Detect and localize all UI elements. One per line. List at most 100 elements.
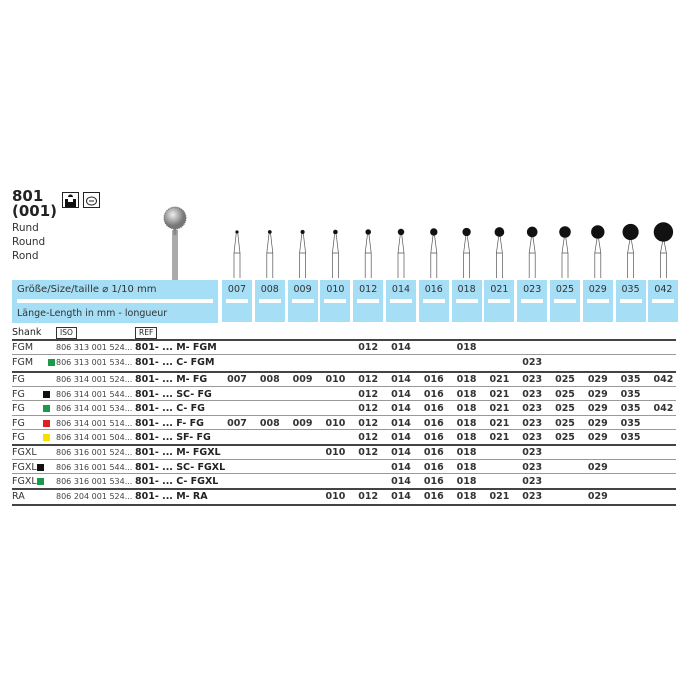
ref-number: 801- ... M- FG [135,374,208,385]
available-size: 018 [456,447,477,458]
iso-number: 806 314 001 544... [56,390,133,399]
size-value: 025 [555,284,575,295]
size-value: 035 [621,284,640,295]
available-size: 018 [456,342,477,353]
iso-number: 806 316 001 544... [56,463,133,472]
available-size: 021 [489,403,510,414]
bur-008 [266,230,274,278]
size-cell-035: 035 [615,280,646,322]
shank-type: FG [12,389,25,400]
available-size: 023 [522,476,543,487]
iso-number: 806 313 001 534... [56,358,133,367]
available-size: 035 [620,418,641,429]
available-size: 016 [423,476,444,487]
ref-number: 801- ... SF- FG [135,432,211,443]
available-size: 018 [456,476,477,487]
shank-type: FGXL [12,476,37,487]
available-size: 014 [391,374,411,385]
size-cell-012: 012 [353,280,384,322]
bur-007 [233,230,241,278]
bur-010 [332,229,339,278]
row-divider [12,429,676,430]
available-size: 016 [423,403,444,414]
available-size: 014 [391,403,411,414]
size-header: Größe/Size/taille ⌀ 1/10 mm Länge-Length… [12,280,218,323]
available-size: 016 [423,432,444,443]
size-bar [258,299,281,303]
row-divider [12,444,676,446]
available-size: 023 [522,447,543,458]
row-divider [12,354,676,355]
handpiece-icon [62,192,79,208]
shank-type: RA [12,491,25,502]
available-size: 018 [456,432,477,443]
product-title: 801 (001) [12,189,57,219]
size-bar [619,299,642,303]
available-size: 025 [555,389,575,400]
grit-marker-yellow [43,434,50,441]
available-size: 042 [653,403,674,414]
available-size: 029 [587,374,608,385]
table-row: FGM 806 313 001 534... 801- ... C- FGM 023 [12,356,676,370]
bur-illustrations [233,222,674,278]
iso-number: 806 314 001 524... [56,375,133,384]
available-size: 029 [587,403,608,414]
size-value: 023 [523,284,542,295]
available-size: 021 [489,491,510,502]
available-size: 016 [423,491,444,502]
available-size: 023 [522,491,543,502]
size-bar [422,299,445,303]
table-row: FGXL 806 316 001 534... 801- ... C- FGXL 01… [12,475,676,489]
grit-marker-green [43,405,50,412]
available-size: 016 [423,462,444,473]
available-size: 012 [358,491,379,502]
available-size: 008 [259,374,280,385]
grit-marker-black [37,464,44,471]
size-cell-042: 042 [648,280,679,322]
bur-009 [299,229,306,278]
ref-number: 801- ... C- FGXL [135,476,219,487]
bur-014 [397,228,405,278]
available-size: 029 [587,432,608,443]
available-size: 023 [522,374,543,385]
size-bar [488,299,511,303]
available-size: 029 [587,462,608,473]
bur-029 [591,225,605,278]
grit-marker-green [48,359,55,366]
size-bar [291,299,314,303]
available-size: 023 [522,462,543,473]
available-size: 012 [358,403,379,414]
size-cell-018: 018 [451,280,482,322]
size-value: 016 [424,284,443,295]
name-de: Rund [12,222,39,234]
available-size: 016 [423,389,444,400]
size-value: 021 [490,284,509,295]
size-value: 029 [588,284,607,295]
available-size: 012 [358,418,379,429]
available-size: 018 [456,462,477,473]
grit-marker-black [43,391,50,398]
size-bar [455,299,478,303]
diamond-grit-icon [83,192,100,208]
size-bar [226,299,248,303]
size-value: 009 [293,284,312,295]
size-value: 012 [359,284,378,295]
size-bar [521,299,544,303]
grit-marker-red [43,420,50,427]
available-size: 029 [587,418,608,429]
available-size: 010 [325,418,346,429]
available-size: 012 [358,389,379,400]
length-bar [17,299,213,303]
ref-number: 801- ... M- FGXL [135,447,221,458]
available-size: 025 [555,418,575,429]
name-fr: Rond [12,250,39,262]
row-divider [12,339,676,341]
available-size: 035 [620,389,641,400]
available-size: 014 [391,447,411,458]
grit-marker-green [37,478,44,485]
size-cell-014: 014 [386,280,416,322]
shank-type: FG [12,403,25,414]
available-size: 016 [423,374,444,385]
size-value: 018 [457,284,476,295]
table-row: RA 806 204 001 524... 801- ... M- RA 010 012… [12,490,676,504]
